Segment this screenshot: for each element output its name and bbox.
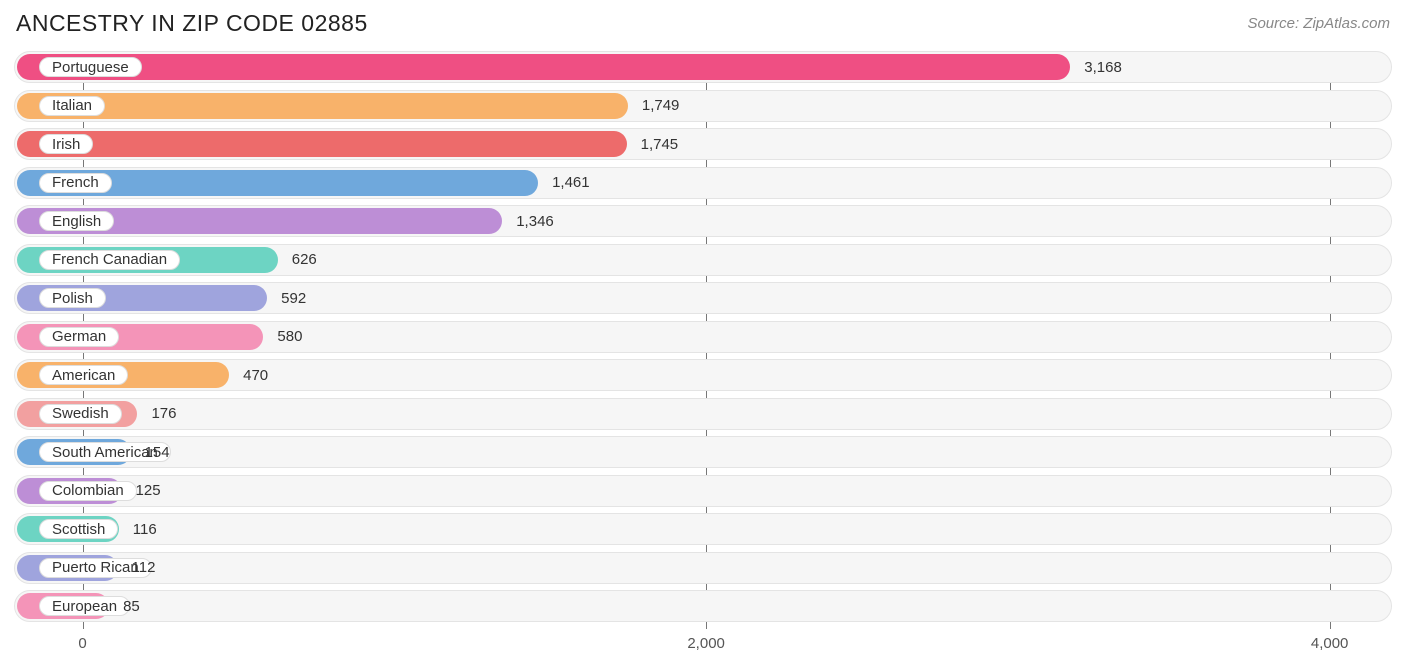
value-label: 1,749 bbox=[642, 90, 680, 122]
value-label: 580 bbox=[277, 321, 302, 353]
category-label: Portuguese bbox=[39, 57, 142, 77]
bar-row: Italian 1,749 bbox=[14, 90, 1392, 122]
bar-row: Puerto Rican112 bbox=[14, 552, 1392, 584]
bar-track bbox=[14, 398, 1392, 430]
bar-track bbox=[14, 475, 1392, 507]
category-label: American bbox=[39, 365, 128, 385]
bar-row: South American154 bbox=[14, 436, 1392, 468]
bar-row: French 1,461 bbox=[14, 167, 1392, 199]
value-label: 176 bbox=[151, 398, 176, 430]
bar-row: Swedish 176 bbox=[14, 398, 1392, 430]
bar-row: Scottish 116 bbox=[14, 513, 1392, 545]
category-label: Italian bbox=[39, 96, 105, 116]
bar-row: Portuguese 3,168 bbox=[14, 51, 1392, 83]
bar-track bbox=[14, 436, 1392, 468]
bar-track bbox=[14, 552, 1392, 584]
value-label: 112 bbox=[132, 552, 156, 584]
bar-row: French Canadian 626 bbox=[14, 244, 1392, 276]
category-label: Irish bbox=[39, 134, 93, 154]
value-label: 125 bbox=[136, 475, 161, 507]
value-label: 1,346 bbox=[516, 205, 554, 237]
category-label: French bbox=[39, 173, 112, 193]
bar-row: German 580 bbox=[14, 321, 1392, 353]
bar-track bbox=[14, 513, 1392, 545]
bar-row: Polish 592 bbox=[14, 282, 1392, 314]
bar-row: Colombian125 bbox=[14, 475, 1392, 507]
chart-source: Source: ZipAtlas.com bbox=[1247, 15, 1390, 32]
category-label: Polish bbox=[39, 288, 106, 308]
bar-row: American 470 bbox=[14, 359, 1392, 391]
category-label: English bbox=[39, 211, 114, 231]
chart-title: ANCESTRY IN ZIP CODE 02885 bbox=[16, 10, 368, 37]
x-tick-label: 0 bbox=[78, 635, 86, 652]
chart-header: ANCESTRY IN ZIP CODE 02885 Source: ZipAt… bbox=[0, 0, 1406, 51]
bar-rows: Portuguese 3,168 Italian 1,749 Irish 1,745 Fre… bbox=[14, 51, 1392, 622]
x-tick-label: 4,000 bbox=[1311, 635, 1349, 652]
value-label: 116 bbox=[133, 513, 157, 545]
category-label: European bbox=[39, 596, 130, 616]
x-tick-label: 2,000 bbox=[687, 635, 725, 652]
value-label: 1,745 bbox=[641, 128, 679, 160]
value-label: 85 bbox=[123, 590, 140, 622]
bar-row: Irish 1,745 bbox=[14, 128, 1392, 160]
value-label: 1,461 bbox=[552, 167, 590, 199]
bar bbox=[17, 93, 628, 119]
value-label: 470 bbox=[243, 359, 268, 391]
category-label: German bbox=[39, 327, 119, 347]
chart-container: { "header": { "title": "ANCESTRY IN ZIP … bbox=[0, 0, 1406, 663]
x-axis: 0 2,000 4,000 bbox=[14, 635, 1392, 655]
value-label: 592 bbox=[281, 282, 306, 314]
category-label: Colombian bbox=[39, 481, 137, 501]
category-label: Swedish bbox=[39, 404, 122, 424]
bar-row: English 1,346 bbox=[14, 205, 1392, 237]
bar-row: European85 bbox=[14, 590, 1392, 622]
bar bbox=[17, 131, 627, 157]
value-label: 154 bbox=[145, 436, 170, 468]
value-label: 626 bbox=[292, 244, 317, 276]
bar bbox=[17, 54, 1070, 80]
category-label: French Canadian bbox=[39, 250, 180, 270]
bar-track bbox=[14, 590, 1392, 622]
chart-area: Portuguese 3,168 Italian 1,749 Irish 1,745 Fre… bbox=[0, 51, 1406, 663]
category-label: Scottish bbox=[39, 519, 118, 539]
value-label: 3,168 bbox=[1084, 51, 1122, 83]
